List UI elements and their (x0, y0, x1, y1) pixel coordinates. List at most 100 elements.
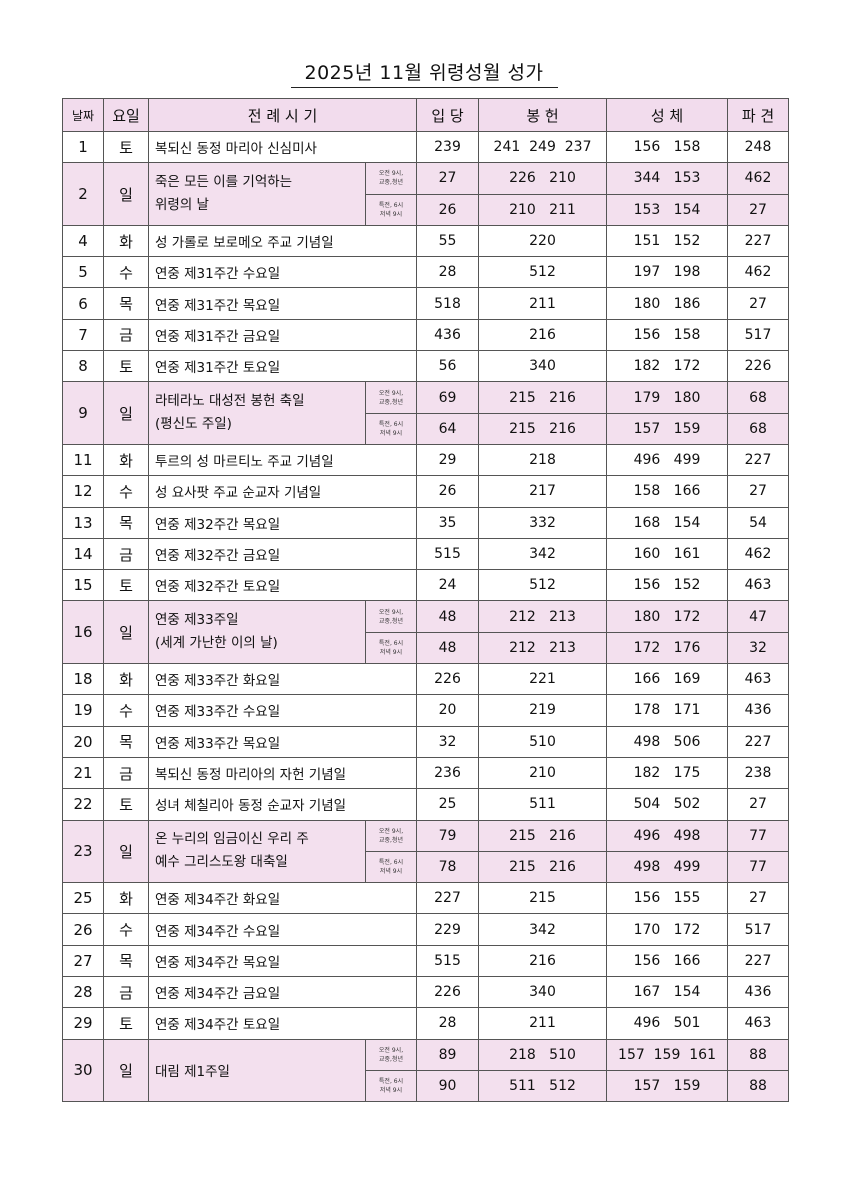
table-row: 5 수 연중 제31주간 수요일 28 512 197 198 462 (62, 256, 790, 289)
mass-time-label: 특전, 6시 저녁 9시 (364, 1069, 418, 1103)
liturgy-name-line: 연중 제34주간 화요일 (155, 892, 281, 909)
date-cell: 18 (62, 663, 104, 696)
communion-hymn: 498 506 (606, 725, 729, 758)
recessional-hymn: 517 (727, 913, 790, 946)
date-cell: 1 (62, 130, 104, 164)
recessional-hymn: 32 (727, 631, 790, 665)
sunday-row: 23 일 온 누리의 임금이신 우리 주 예수 그리스도왕 대축일 오전 9시, 교중,청… (62, 819, 790, 884)
recessional-hymn: 462 (727, 537, 790, 571)
recessional-hymn: 227 (727, 944, 790, 978)
liturgy-name-cell: 연중 제34주간 금요일 (147, 976, 418, 1009)
entrance-hymn: 28 (416, 256, 480, 289)
communion-hymn: 496 499 (606, 443, 729, 477)
offertory-hymn: 212 213 (478, 631, 608, 665)
recessional-hymn: 77 (727, 819, 790, 852)
offertory-hymn: 216 (478, 318, 608, 352)
mass-time-line: 특전, 6시 (378, 1078, 404, 1086)
entrance-hymn: 28 (416, 1007, 480, 1040)
recessional-hymn: 27 (727, 882, 790, 915)
communion-hymn: 170 172 (606, 913, 729, 946)
liturgy-name-line: 대림 제1주일 (155, 1064, 230, 1081)
communion-hymn: 496 501 (606, 1007, 729, 1040)
weekday-cell: 토 (103, 1007, 149, 1040)
communion-hymn: 157 159 (606, 412, 729, 445)
weekday-cell: 화 (103, 224, 149, 258)
table-row: 20 목 연중 제33주간 목요일 32 510 498 506 227 (62, 725, 790, 758)
weekday-cell: 토 (103, 350, 149, 383)
entrance-hymn: 25 (416, 788, 480, 821)
weekday-cell: 화 (103, 663, 149, 696)
weekday-cell: 화 (103, 443, 149, 477)
offertory-hymn: 218 510 (478, 1038, 608, 1071)
date-cell: 6 (62, 287, 104, 320)
liturgy-name-line: 연중 제33주간 화요일 (155, 673, 281, 690)
date-cell: 29 (62, 1007, 104, 1040)
title-text: 2025년 11월 위령성월 성가 (290, 58, 558, 88)
mass-time-line: 교중,청년 (379, 398, 403, 406)
offertory-hymn: 215 216 (478, 412, 608, 445)
recessional-hymn: 463 (727, 569, 790, 602)
communion-hymn: 180 172 (606, 600, 729, 633)
liturgy-name-cell: 연중 제32주간 목요일 (147, 506, 418, 539)
mass-time-line: 저녁 9시 (379, 1087, 403, 1095)
communion-hymn: 151 152 (606, 224, 729, 258)
date-cell: 8 (62, 350, 104, 383)
entrance-hymn: 55 (416, 224, 480, 258)
date-cell: 16 (62, 600, 104, 665)
offertory-hymn: 511 (478, 788, 608, 821)
recessional-hymn: 88 (727, 1038, 790, 1071)
entrance-hymn: 64 (416, 412, 480, 445)
communion-hymn: 167 154 (606, 976, 729, 1009)
recessional-hymn: 27 (727, 287, 790, 320)
date-cell: 11 (62, 443, 104, 477)
weekday-cell: 토 (103, 788, 149, 821)
communion-hymn: 166 169 (606, 663, 729, 696)
date-cell: 20 (62, 725, 104, 758)
weekday-cell: 목 (103, 506, 149, 539)
mass-time-line: 교중,청년 (379, 179, 403, 187)
weekday-cell: 금 (103, 318, 149, 352)
sunday-row: 특전, 6시 저녁 9시 90 511 512 157 159 88 (63, 1069, 790, 1103)
mass-time-label: 특전, 6시 저녁 9시 (364, 412, 418, 445)
weekday-cell: 목 (103, 944, 149, 978)
offertory-hymn: 210 211 (478, 193, 608, 226)
communion-hymn: 156 155 (606, 882, 729, 915)
recessional-hymn: 227 (727, 725, 790, 758)
liturgy-name-line: 복되신 동정 마리아 신심미사 (155, 141, 317, 158)
liturgy-name-cell: 연중 제31주간 금요일 (147, 318, 418, 352)
offertory-hymn: 226 210 (478, 162, 608, 195)
entrance-hymn: 515 (416, 944, 480, 978)
offertory-hymn: 212 213 (478, 600, 608, 633)
table-row: 27 목 연중 제34주간 목요일 515 216 156 166 227 (62, 944, 790, 978)
liturgy-name-line: 연중 제31주간 목요일 (155, 297, 281, 314)
sunday-row: 9 일 라테라노 대성전 봉헌 축일 (평신도 주일) 오전 9시, 교중,청년 69 215… (62, 381, 790, 445)
entrance-hymn: 27 (416, 162, 480, 195)
liturgy-name-line: 연중 제33주일 (155, 612, 239, 629)
recessional-hymn: 227 (727, 443, 790, 477)
liturgy-name-line: 투르의 성 마르티노 주교 기념일 (155, 454, 334, 471)
table-row: 6 목 연중 제31주간 목요일 518 211 180 186 27 (62, 287, 790, 320)
offertory-hymn: 216 (478, 944, 608, 978)
entrance-hymn: 227 (416, 882, 480, 915)
entrance-hymn: 56 (416, 350, 480, 383)
weekday-cell: 금 (103, 756, 149, 790)
communion-hymn: 156 166 (606, 944, 729, 978)
communion-hymn: 344 153 (606, 162, 729, 195)
liturgy-name-cell: 연중 제33주간 수요일 (147, 694, 418, 727)
recessional-hymn: 68 (727, 381, 790, 414)
recessional-hymn: 27 (727, 193, 790, 226)
entrance-hymn: 69 (416, 381, 480, 414)
date-cell: 14 (62, 537, 104, 571)
offertory-hymn: 210 (478, 756, 608, 790)
liturgy-name-line: 복되신 동정 마리아의 자헌 기념일 (155, 767, 347, 784)
date-cell: 30 (62, 1038, 104, 1103)
recessional-hymn: 436 (727, 976, 790, 1009)
communion-hymn: 168 154 (606, 506, 729, 539)
liturgy-name-line: 라테라노 대성전 봉헌 축일 (155, 393, 305, 410)
table-row: 25 화 연중 제34주간 화요일 227 215 156 155 27 (62, 882, 790, 915)
entrance-hymn: 48 (416, 631, 480, 665)
table-row: 18 화 연중 제33주간 화요일 226 221 166 169 463 (62, 663, 790, 696)
entrance-hymn: 79 (416, 819, 480, 852)
table-row: 12 수 성 요사팟 주교 순교자 기념일 26 217 158 166 27 (62, 475, 790, 508)
sunday-row: 특전, 6시 저녁 9시 48 212 213 172 176 32 (63, 631, 790, 665)
